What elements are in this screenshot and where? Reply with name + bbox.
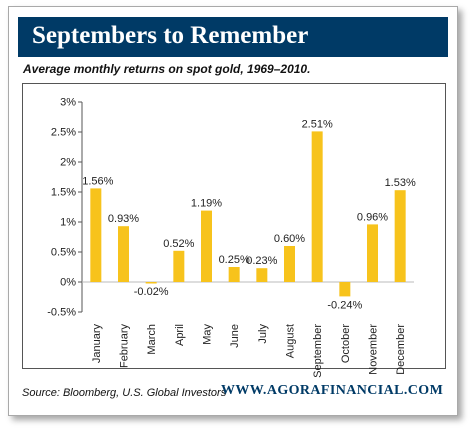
x-tick-label: July xyxy=(257,324,269,344)
y-tick-label: 2% xyxy=(60,157,76,169)
bar xyxy=(367,224,378,282)
data-label: 0.60% xyxy=(274,233,305,245)
data-label: 1.53% xyxy=(385,177,416,189)
website-link[interactable]: WWW.AGORAFINANCIAL.COM xyxy=(221,383,444,398)
data-label: 0.52% xyxy=(163,238,194,250)
y-tick-label: 2.5% xyxy=(51,127,76,139)
chart-title: Septembers to Remember xyxy=(32,22,309,49)
y-tick-label: 1% xyxy=(60,217,76,229)
data-label: -0.02% xyxy=(134,286,169,298)
x-axis-labels: January February March April May June July Augu… xyxy=(91,324,407,378)
title-banner: Septembers to Remember xyxy=(18,17,448,57)
bar xyxy=(118,226,129,282)
bar xyxy=(394,190,406,282)
y-tick-label: -0.5% xyxy=(47,307,76,319)
x-tick-label: January xyxy=(91,324,103,364)
y-axis: 3% 2.5% 2% 1.5% 1% 0.5% 0% -0.5% xyxy=(47,97,414,319)
bar xyxy=(173,250,185,282)
y-tick-label: 3% xyxy=(60,97,76,109)
x-tick-label: March xyxy=(146,324,158,355)
bar-series xyxy=(90,131,406,297)
bar xyxy=(201,210,212,282)
data-label: 2.51% xyxy=(302,118,333,130)
x-tick-label: April xyxy=(174,324,186,346)
chart-frame: Septembers to Remember xyxy=(8,6,458,416)
plot-area xyxy=(22,83,446,369)
data-label: 1.56% xyxy=(82,175,113,187)
bar xyxy=(256,268,268,282)
x-tick-label: May xyxy=(202,324,214,345)
x-tick-label: October xyxy=(340,324,352,363)
x-tick-label: August xyxy=(285,324,297,358)
x-tick-label: June xyxy=(229,324,241,348)
chart-subtitle: Average monthly returns on spot gold, 19… xyxy=(23,62,311,76)
bar xyxy=(145,282,157,284)
bar xyxy=(339,282,351,297)
data-label: 0.96% xyxy=(357,211,388,223)
data-label: -0.24% xyxy=(327,299,362,311)
source-note: Source: Bloomberg, U.S. Global Investors xyxy=(22,387,227,399)
y-tick-label: 0.5% xyxy=(51,247,76,259)
bar xyxy=(228,267,240,282)
bar xyxy=(284,246,295,282)
x-tick-label: November xyxy=(368,324,380,375)
data-label: 0.25% xyxy=(219,254,250,266)
bar xyxy=(311,131,323,282)
y-tick-label: 1.5% xyxy=(51,187,76,199)
data-label: 1.19% xyxy=(191,198,222,210)
value-labels: 1.56% 0.93% -0.02% 0.52% 1.19% 0.25%0.23% 0.60… xyxy=(82,118,416,311)
data-label: 0.93% xyxy=(108,213,139,225)
x-tick-label: February xyxy=(119,324,131,369)
data-label: 0.23% xyxy=(246,255,277,267)
bar xyxy=(90,188,102,282)
x-tick-label: September xyxy=(312,324,324,378)
y-tick-label: 0% xyxy=(60,277,76,289)
x-tick-label: December xyxy=(395,324,407,375)
